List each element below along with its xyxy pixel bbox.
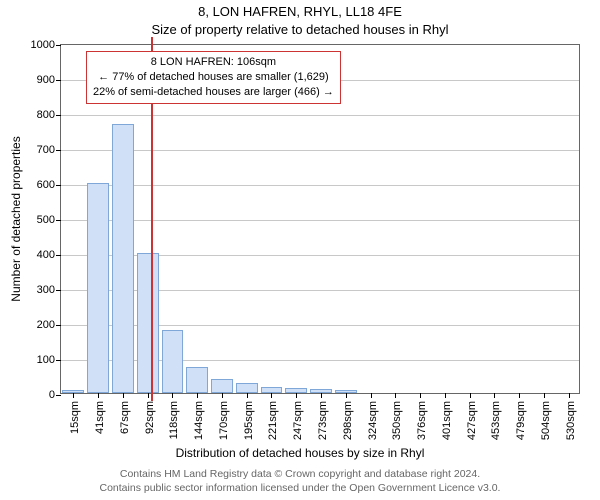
x-tick: [73, 393, 74, 398]
y-tick: [56, 325, 61, 326]
gridline: [61, 220, 579, 221]
y-tick: [56, 115, 61, 116]
x-tick-label: 504sqm: [540, 401, 552, 440]
x-tick: [346, 393, 347, 398]
y-tick: [56, 80, 61, 81]
y-tick-label: 400: [37, 249, 55, 261]
x-tick: [445, 393, 446, 398]
x-tick-label: 118sqm: [168, 401, 180, 439]
x-tick-label: 144sqm: [193, 401, 205, 440]
x-tick-label: 298sqm: [342, 401, 354, 440]
y-tick: [56, 185, 61, 186]
annotation-line: ← 77% of detached houses are smaller (1,…: [93, 70, 334, 85]
histogram-bar: [186, 367, 208, 393]
x-tick-label: 376sqm: [416, 401, 428, 440]
x-tick-label: 15sqm: [69, 401, 81, 434]
y-axis-label: Number of detached properties: [9, 136, 23, 301]
x-tick-label: 170sqm: [218, 401, 230, 440]
x-tick-label: 247sqm: [292, 401, 304, 440]
x-tick: [98, 393, 99, 398]
y-tick: [56, 255, 61, 256]
y-tick: [56, 395, 61, 396]
x-tick: [420, 393, 421, 398]
y-tick-label: 800: [37, 109, 55, 121]
gridline: [61, 185, 579, 186]
histogram-bar: [236, 383, 258, 394]
x-tick-label: 530sqm: [565, 401, 577, 440]
x-tick: [148, 393, 149, 398]
y-tick: [56, 290, 61, 291]
y-tick-label: 100: [37, 354, 55, 366]
x-tick: [321, 393, 322, 398]
x-tick: [247, 393, 248, 398]
plot-area: 0100200300400500600700800900100015sqm41s…: [60, 44, 580, 394]
x-tick-label: 453sqm: [490, 401, 502, 440]
x-axis-label: Distribution of detached houses by size …: [0, 446, 600, 460]
gridline: [61, 150, 579, 151]
x-tick: [371, 393, 372, 398]
chart-subtitle: Size of property relative to detached ho…: [0, 22, 600, 37]
x-tick-label: 221sqm: [267, 401, 279, 440]
chart-address-title: 8, LON HAFREN, RHYL, LL18 4FE: [0, 4, 600, 19]
y-tick-label: 0: [49, 389, 55, 401]
x-tick: [271, 393, 272, 398]
y-tick: [56, 150, 61, 151]
y-tick-label: 200: [37, 319, 55, 331]
footer-line-1: Contains HM Land Registry data © Crown c…: [0, 468, 600, 482]
x-tick: [197, 393, 198, 398]
y-tick-label: 1000: [31, 39, 55, 51]
histogram-bar: [211, 379, 233, 393]
x-tick-label: 67sqm: [119, 401, 131, 434]
x-tick-label: 273sqm: [317, 401, 329, 440]
x-tick-label: 479sqm: [515, 401, 527, 440]
y-tick: [56, 220, 61, 221]
x-tick-label: 195sqm: [243, 401, 255, 440]
y-tick-label: 900: [37, 74, 55, 86]
x-tick: [494, 393, 495, 398]
histogram-bar: [162, 330, 184, 393]
y-tick-label: 700: [37, 144, 55, 156]
x-tick: [296, 393, 297, 398]
x-tick: [470, 393, 471, 398]
x-tick-label: 427sqm: [466, 401, 478, 440]
x-tick-label: 324sqm: [367, 401, 379, 440]
chart-container: 8, LON HAFREN, RHYL, LL18 4FE Size of pr…: [0, 0, 600, 500]
histogram-bar: [137, 253, 159, 393]
x-tick-label: 41sqm: [94, 401, 106, 434]
annotation-line: 8 LON HAFREN: 106sqm: [93, 55, 334, 70]
x-tick: [544, 393, 545, 398]
x-tick: [395, 393, 396, 398]
footer-line-2: Contains public sector information licen…: [0, 482, 600, 496]
histogram-bar: [87, 183, 109, 393]
x-tick: [123, 393, 124, 398]
x-tick: [222, 393, 223, 398]
y-tick: [56, 360, 61, 361]
annotation-line: 22% of semi-detached houses are larger (…: [93, 85, 334, 100]
histogram-bar: [112, 124, 134, 393]
annotation-box: 8 LON HAFREN: 106sqm← 77% of detached ho…: [86, 51, 341, 104]
gridline: [61, 115, 579, 116]
y-tick-label: 600: [37, 179, 55, 191]
y-tick: [56, 45, 61, 46]
x-tick: [519, 393, 520, 398]
x-tick-label: 92sqm: [144, 401, 156, 434]
x-tick-label: 350sqm: [391, 401, 403, 440]
y-tick-label: 500: [37, 214, 55, 226]
x-tick: [172, 393, 173, 398]
footer-attribution: Contains HM Land Registry data © Crown c…: [0, 468, 600, 495]
y-tick-label: 300: [37, 284, 55, 296]
x-tick-label: 401sqm: [441, 401, 453, 440]
x-tick: [569, 393, 570, 398]
